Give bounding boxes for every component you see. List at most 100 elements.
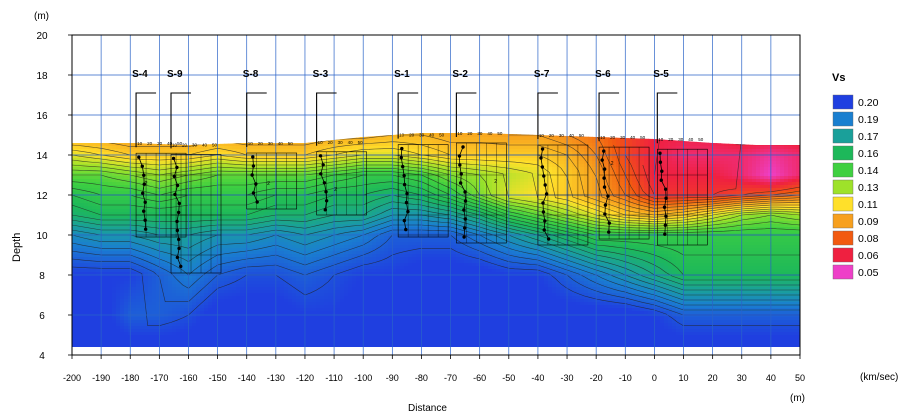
field-cell xyxy=(216,320,221,324)
field-cell xyxy=(132,269,137,273)
field-cell xyxy=(224,317,229,321)
field-cell xyxy=(196,341,201,345)
field-cell xyxy=(192,194,197,198)
field-cell xyxy=(152,302,157,306)
field-cell xyxy=(116,311,121,315)
field-cell xyxy=(212,170,217,174)
field-cell xyxy=(248,203,253,207)
field-cell xyxy=(168,269,173,273)
field-cell xyxy=(124,347,129,351)
field-cell xyxy=(164,200,169,204)
field-cell xyxy=(228,185,233,189)
field-cell xyxy=(116,224,121,228)
field-cell xyxy=(196,173,201,177)
field-cell xyxy=(148,272,153,276)
field-cell xyxy=(224,194,229,198)
field-cell xyxy=(96,281,101,285)
field-cell xyxy=(92,224,97,228)
field-cell xyxy=(120,221,125,225)
field-cell xyxy=(116,347,121,351)
field-cell xyxy=(188,227,193,231)
field-cell xyxy=(188,164,193,168)
field-cell xyxy=(176,197,181,201)
field-cell xyxy=(240,302,245,306)
field-cell xyxy=(228,266,233,270)
field-cell xyxy=(164,305,169,309)
field-cell xyxy=(120,155,125,159)
field-cell xyxy=(104,257,109,261)
field-cell xyxy=(228,281,233,285)
field-cell xyxy=(168,239,173,243)
field-cell xyxy=(208,245,213,249)
field-cell xyxy=(104,272,109,276)
field-cell xyxy=(236,245,241,249)
field-cell xyxy=(212,287,217,291)
field-cell xyxy=(232,206,237,210)
field-cell xyxy=(136,266,141,270)
field-cell xyxy=(236,275,241,279)
field-cell xyxy=(240,305,245,309)
field-cell xyxy=(112,266,117,270)
field-cell xyxy=(80,341,85,345)
field-cell xyxy=(136,152,141,156)
field-cell xyxy=(208,335,213,339)
field-cell xyxy=(80,161,85,165)
field-cell xyxy=(132,215,137,219)
field-cell xyxy=(96,269,101,273)
field-cell xyxy=(224,347,229,351)
field-cell xyxy=(160,326,165,330)
field-cell xyxy=(216,134,221,138)
field-cell xyxy=(120,188,125,192)
field-cell xyxy=(92,308,97,312)
field-cell xyxy=(196,218,201,222)
field-cell xyxy=(92,299,97,303)
field-cell xyxy=(148,311,153,315)
field-cell xyxy=(100,287,105,291)
field-cell xyxy=(84,242,89,246)
field-cell xyxy=(100,185,105,189)
field-cell xyxy=(132,266,137,270)
field-cell xyxy=(152,260,157,264)
field-cell xyxy=(276,133,281,135)
field-cell xyxy=(96,314,101,318)
field-cell xyxy=(216,224,221,228)
field-cell xyxy=(124,182,129,186)
field-cell xyxy=(192,326,197,330)
field-cell xyxy=(164,326,169,330)
field-cell xyxy=(196,194,201,198)
field-cell xyxy=(240,296,245,300)
field-cell xyxy=(240,224,245,228)
field-cell xyxy=(236,224,241,228)
field-cell xyxy=(136,293,141,297)
field-cell xyxy=(124,275,129,279)
field-cell xyxy=(224,284,229,288)
field-cell xyxy=(140,133,145,135)
field-cell xyxy=(108,278,113,282)
field-cell xyxy=(188,152,193,156)
field-cell xyxy=(196,281,201,285)
field-cell xyxy=(216,305,221,309)
field-cell xyxy=(180,323,185,327)
field-cell xyxy=(132,308,137,312)
field-cell xyxy=(240,287,245,291)
field-cell xyxy=(84,224,89,228)
field-cell xyxy=(228,290,233,294)
field-cell xyxy=(116,212,121,216)
field-cell xyxy=(208,326,213,330)
field-cell xyxy=(104,185,109,189)
field-cell xyxy=(76,209,81,213)
field-cell xyxy=(160,302,165,306)
field-cell xyxy=(168,133,173,135)
field-cell xyxy=(224,269,229,273)
field-cell xyxy=(188,302,193,306)
field-cell xyxy=(192,164,197,168)
field-cell xyxy=(208,185,213,189)
field-cell xyxy=(188,314,193,318)
field-cell xyxy=(92,293,97,297)
field-cell xyxy=(236,191,241,195)
field-cell xyxy=(120,167,125,171)
field-cell xyxy=(240,206,245,210)
field-cell xyxy=(156,278,161,282)
field-cell xyxy=(196,302,201,306)
field-cell xyxy=(172,284,177,288)
